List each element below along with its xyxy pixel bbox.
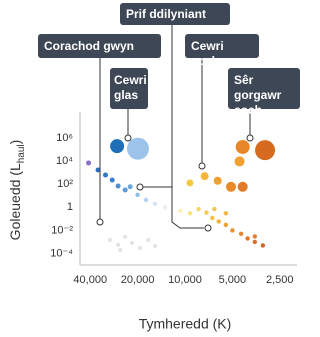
star [115,183,121,189]
leader-line [171,25,204,229]
star [162,205,168,210]
star [138,245,143,250]
annotation: Cewri coch [185,34,259,68]
leader-dot [124,134,132,142]
x-tick-label: 20,000 [121,274,155,286]
y-axis-title-text: Goleuedd (L [7,163,23,240]
y-tick-label: 10⁴ [56,155,73,167]
leader-dot [96,218,104,226]
leader-dot [246,134,254,142]
star [122,187,128,193]
y-tick-label: 10⁶ [56,132,73,144]
x-tick-label: 10,000 [168,274,202,286]
annotation: Cewri glas [110,68,148,109]
star [210,215,215,221]
star [216,219,221,224]
star [187,211,193,216]
star [130,241,135,246]
y-tick-label: 10⁻⁴ [50,247,73,259]
annotation: Prif ddilyniant [120,3,230,25]
star [200,172,209,181]
star [127,184,133,190]
star [252,239,258,245]
star [260,243,266,248]
star [109,177,115,183]
star [237,181,248,192]
star [118,247,123,252]
x-tick-label: 40,000 [73,274,107,286]
star [212,206,217,212]
star [178,208,183,213]
star [226,181,237,192]
star [223,222,229,228]
y-tick-label: 1 [67,201,73,213]
star [204,210,209,215]
star [153,243,158,248]
x-tick-label: 2,500 [266,274,294,286]
star [123,234,128,239]
star [213,176,222,185]
annotation: Sêr gorgawr coch [228,68,300,117]
star [86,160,92,166]
x-axis-title: Tymheredd (K) [139,316,232,332]
star [196,206,201,212]
star [95,167,101,173]
leaders [96,25,254,232]
y-axis-title-close: ) [7,140,23,145]
star [146,237,151,242]
star [223,211,229,216]
y-tick-label: 10² [57,178,73,190]
star [107,237,112,242]
leader-dot [204,224,212,232]
y-axis-title-subscript: haul [16,144,27,163]
leader-dot [198,162,206,170]
star [143,197,149,203]
x-tick-label: 5,000 [219,274,247,286]
star [152,201,158,207]
star [116,242,121,247]
page: Tymheredd (K) Goleuedd (Lhaul) 40,000 20,… [7,3,300,332]
star [186,179,194,187]
leader-dot [136,183,144,191]
star [135,192,140,198]
star [110,139,125,154]
star [235,139,250,154]
star [238,231,244,237]
star [103,172,109,178]
y-axis-title: Goleuedd (Lhaul) [7,140,27,241]
star [255,140,276,161]
star [126,137,149,160]
star [245,236,250,241]
star [230,228,235,233]
star [234,156,245,167]
points [86,137,276,252]
annotation: Corachod gwyn [38,34,161,58]
chart: Tymheredd (K) Goleuedd (Lhaul) 40,000 20,… [7,25,297,332]
star [252,234,258,239]
y-tick-label: 10⁻² [51,224,73,236]
